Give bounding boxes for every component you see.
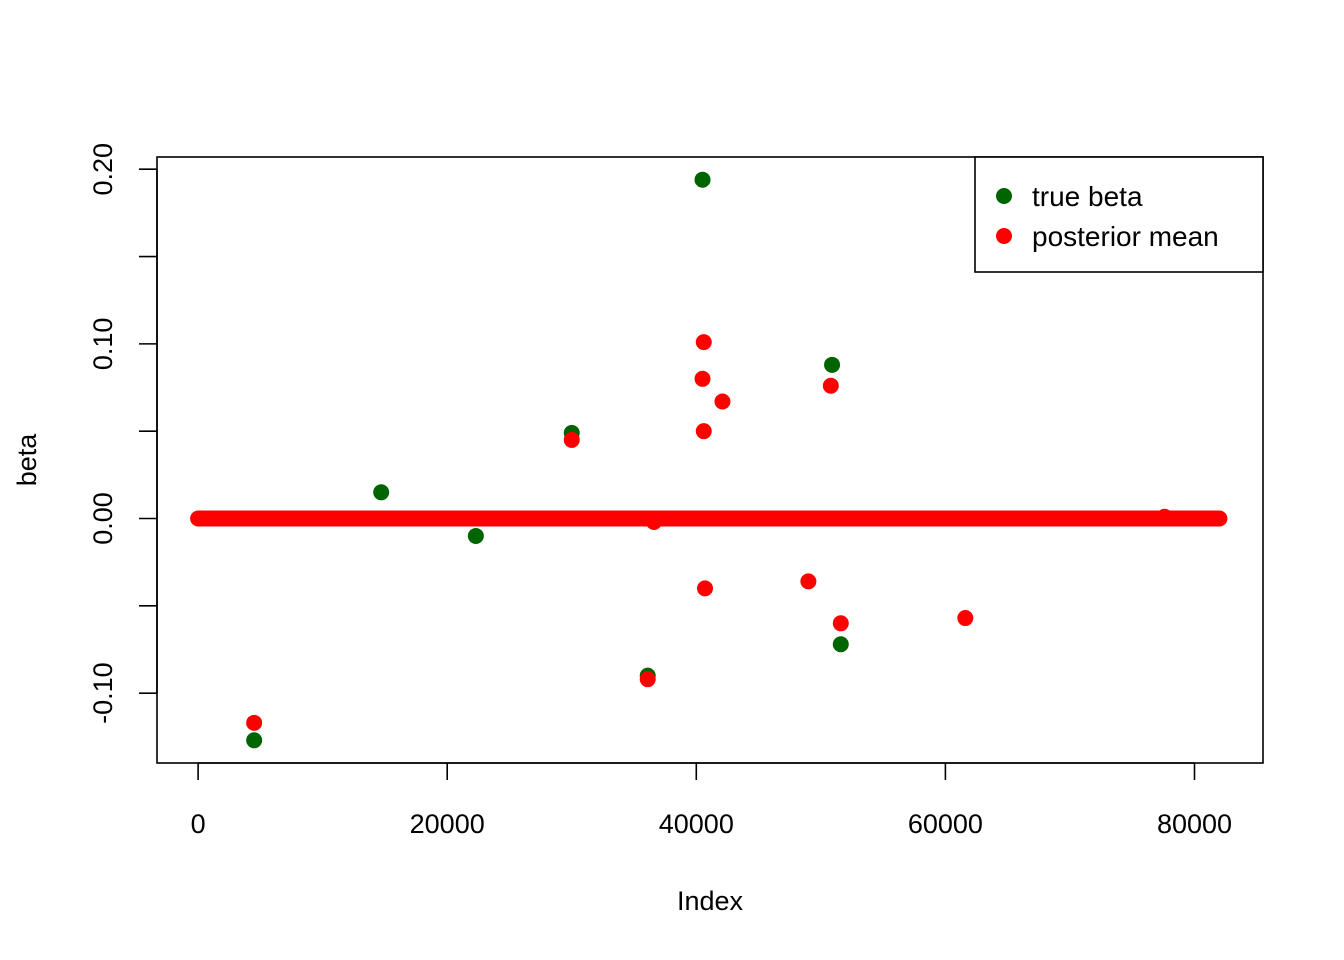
legend: true beta posterior mean bbox=[974, 156, 1264, 273]
data-point bbox=[246, 732, 263, 749]
data-point bbox=[697, 580, 714, 597]
x-axis-label: Index bbox=[677, 886, 744, 916]
x-tick-label: 60000 bbox=[908, 809, 983, 839]
data-point bbox=[467, 527, 484, 544]
y-tick-label: 0.20 bbox=[88, 143, 118, 196]
y-tick-label: 0.00 bbox=[88, 492, 118, 545]
data-point bbox=[957, 610, 974, 627]
data-point bbox=[832, 636, 849, 653]
data-point bbox=[832, 615, 849, 632]
y-axis-label: beta bbox=[12, 433, 42, 487]
data-point bbox=[645, 513, 662, 530]
legend-box bbox=[974, 156, 1264, 273]
legend-entry-label: true beta bbox=[1032, 181, 1143, 212]
y-axis: -0.10 0.00 0.10 0.20 bbox=[88, 143, 158, 724]
data-point bbox=[373, 484, 390, 501]
legend-entry-label: posterior mean bbox=[1032, 221, 1219, 252]
x-tick-label: 80000 bbox=[1157, 809, 1232, 839]
data-point bbox=[563, 431, 580, 448]
legend-marker bbox=[996, 228, 1012, 244]
data-point bbox=[694, 370, 711, 387]
data-point bbox=[694, 171, 711, 188]
points-layer bbox=[190, 171, 1228, 749]
data-point bbox=[714, 393, 731, 410]
data-point bbox=[246, 714, 263, 731]
data-point bbox=[824, 356, 841, 373]
series-posterior-mean bbox=[246, 334, 1173, 731]
data-point bbox=[639, 671, 656, 688]
data-point bbox=[800, 573, 817, 590]
x-tick-label: 40000 bbox=[659, 809, 734, 839]
x-tick-label: 0 bbox=[191, 809, 206, 839]
data-point bbox=[695, 423, 712, 440]
y-tick-label: 0.10 bbox=[88, 318, 118, 371]
data-point bbox=[1156, 508, 1173, 525]
data-point bbox=[822, 377, 839, 394]
x-axis: 0 20000 40000 60000 80000 bbox=[191, 762, 1232, 839]
x-tick-label: 20000 bbox=[410, 809, 485, 839]
data-point bbox=[695, 334, 712, 351]
y-tick-label: -0.10 bbox=[88, 662, 118, 724]
legend-marker bbox=[996, 188, 1012, 204]
